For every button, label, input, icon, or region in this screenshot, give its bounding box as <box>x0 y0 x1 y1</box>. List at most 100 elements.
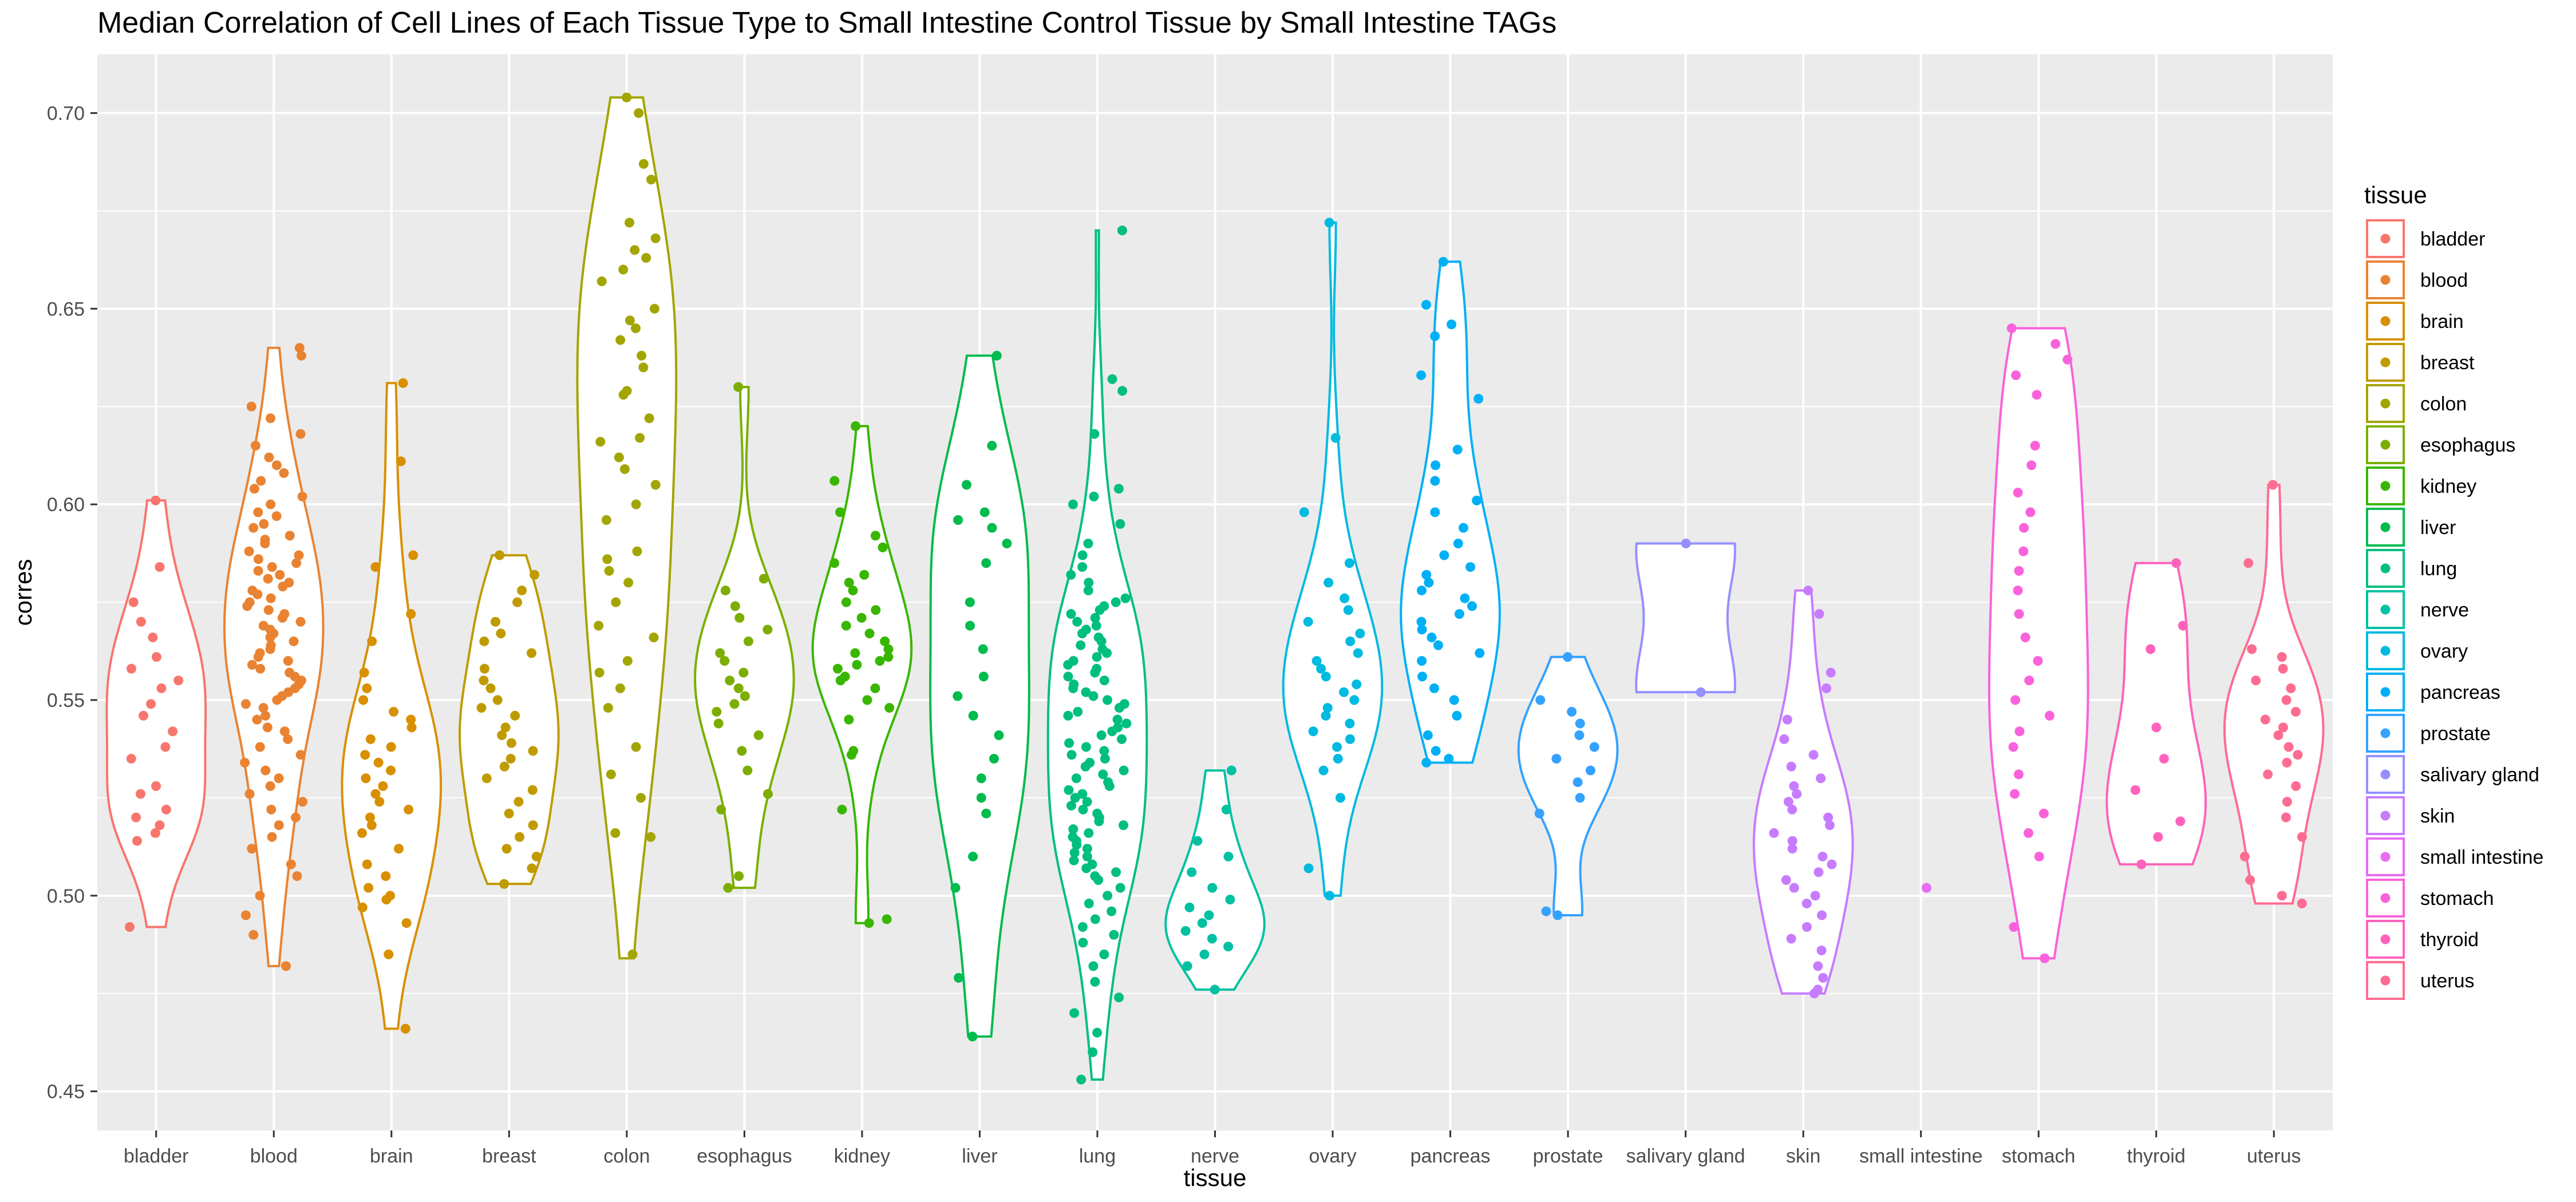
data-point <box>2277 652 2287 662</box>
data-point <box>979 507 990 517</box>
data-point <box>2010 695 2021 705</box>
data-point <box>1100 754 1110 764</box>
data-point <box>155 820 165 831</box>
data-point <box>619 464 630 475</box>
legend-label: salivary gland <box>2420 764 2539 786</box>
data-point <box>1551 754 1562 764</box>
data-point <box>2273 730 2283 741</box>
data-point <box>2283 742 2294 752</box>
data-point <box>1787 836 1797 846</box>
legend-label: esophagus <box>2420 434 2515 456</box>
data-point <box>2291 781 2301 791</box>
data-point <box>2281 812 2291 823</box>
data-point <box>1090 612 1100 623</box>
data-point <box>991 350 1002 361</box>
data-point <box>841 620 851 631</box>
data-point <box>978 671 989 682</box>
data-point <box>631 499 641 509</box>
data-point <box>291 558 302 568</box>
data-point <box>1083 586 1093 596</box>
data-point <box>2277 891 2287 901</box>
data-point <box>841 597 851 607</box>
data-point <box>266 499 276 509</box>
data-point <box>1077 550 1088 560</box>
data-point <box>742 765 753 776</box>
data-point <box>244 546 254 556</box>
data-point <box>357 902 368 912</box>
data-point <box>2151 722 2162 733</box>
data-point <box>1092 1027 1103 1038</box>
data-point <box>2014 609 2024 619</box>
data-point <box>1801 898 1812 908</box>
data-point <box>2063 354 2073 365</box>
data-point <box>636 793 646 803</box>
data-point <box>2278 663 2288 674</box>
data-point <box>1080 761 1091 772</box>
data-points <box>125 92 2307 1085</box>
x-tick-label: skin <box>1786 1145 1820 1167</box>
data-point <box>126 663 136 674</box>
data-point <box>848 586 858 596</box>
data-point <box>1102 695 1112 705</box>
data-point <box>844 714 854 725</box>
data-point <box>2013 586 2023 596</box>
data-point <box>1808 750 1819 760</box>
data-point <box>968 710 978 721</box>
data-point <box>978 644 988 654</box>
data-point <box>623 578 634 588</box>
data-point <box>1071 773 1081 784</box>
data-point <box>155 562 165 572</box>
x-tick-label: esophagus <box>697 1145 792 1167</box>
legend-key-dot <box>2380 604 2391 615</box>
data-point <box>1089 429 1100 439</box>
data-point <box>1332 742 1342 752</box>
data-point <box>730 601 740 611</box>
data-point <box>1107 726 1117 737</box>
data-point <box>401 918 412 928</box>
data-point <box>265 644 275 654</box>
legend-title: tissue <box>2364 181 2427 208</box>
data-point <box>611 597 621 607</box>
data-point <box>527 785 538 795</box>
data-point <box>1082 844 1092 854</box>
data-point <box>386 765 396 776</box>
data-point <box>1421 300 1431 310</box>
data-point <box>485 683 496 693</box>
data-point <box>1303 616 1313 627</box>
data-point <box>247 659 257 670</box>
data-point <box>151 495 161 505</box>
data-point <box>729 699 740 709</box>
data-point <box>496 628 506 639</box>
data-point <box>713 718 724 729</box>
violin-nerve <box>1164 769 1266 991</box>
data-point <box>286 859 296 869</box>
data-point <box>1575 793 1585 803</box>
data-point <box>1002 539 1012 549</box>
data-point <box>950 883 961 893</box>
data-point <box>1325 891 1335 901</box>
legend-key-dot <box>2380 440 2391 450</box>
legend: tissue bladder blood brain breast colon esopha… <box>2364 181 2543 1000</box>
data-point <box>247 844 257 854</box>
data-point <box>883 652 894 662</box>
legend-label: ovary <box>2420 640 2468 662</box>
data-point <box>627 949 638 959</box>
x-tick-label: uterus <box>2247 1145 2301 1167</box>
data-point <box>1117 386 1128 396</box>
data-point <box>737 746 747 756</box>
data-point <box>2247 644 2257 654</box>
data-point <box>641 252 651 263</box>
data-point <box>2038 808 2049 819</box>
data-point <box>378 781 388 791</box>
data-point <box>263 574 273 584</box>
data-point <box>244 789 255 799</box>
data-point <box>1349 695 1360 705</box>
data-point <box>1069 848 1080 858</box>
data-point <box>1330 433 1341 443</box>
data-point <box>1787 844 1797 854</box>
data-point <box>1316 663 1326 674</box>
data-point <box>1792 789 1802 799</box>
data-point <box>2034 851 2044 861</box>
data-point <box>953 691 963 701</box>
data-point <box>2282 797 2292 807</box>
